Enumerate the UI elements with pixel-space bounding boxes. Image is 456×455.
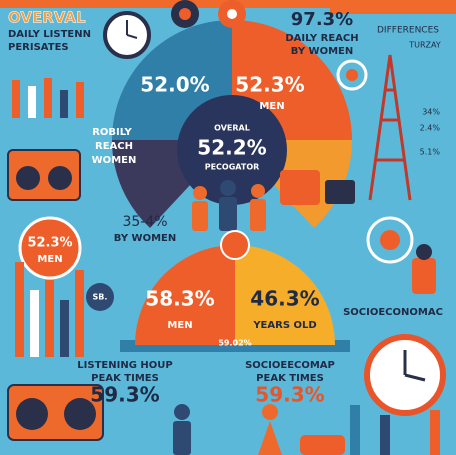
wedge-line: WOMEN	[92, 155, 137, 166]
radio-small	[280, 170, 320, 205]
pie-wedge-yellow	[235, 245, 335, 345]
person-icon	[412, 258, 436, 294]
small-value: 5.1%	[420, 148, 441, 157]
deco-bar	[60, 300, 69, 357]
wedge-line: ROBILY	[92, 127, 132, 138]
pie-value: 46.3%	[250, 287, 319, 311]
sun-icon	[220, 230, 250, 260]
deco-bar	[15, 262, 24, 357]
speaker	[16, 398, 48, 430]
pie-label: MEN	[167, 320, 192, 331]
badge-value: 52.3%	[27, 236, 72, 251]
pie-base-value: 59.02%	[218, 339, 251, 348]
pie-label: YEARS OLD	[252, 320, 316, 331]
center-label: PECOGATOR	[205, 163, 260, 172]
deco-bar	[28, 86, 36, 118]
car-icon	[300, 435, 345, 455]
person-head	[193, 186, 207, 200]
differences-subtitle: TURZAY	[408, 41, 441, 50]
deco-bar	[76, 82, 84, 118]
person-icon	[258, 404, 282, 455]
deco-bar	[45, 280, 54, 357]
person-head	[262, 404, 278, 420]
center-value: 52.2%	[197, 136, 266, 160]
clock-hand	[126, 34, 138, 39]
peak-title: SOCIOEECOMAP	[245, 360, 335, 371]
differences-title: DIFFERENCES	[377, 26, 439, 36]
speaker	[48, 166, 72, 190]
pie-center	[177, 95, 287, 205]
clock-hand	[404, 373, 426, 382]
speaker	[64, 398, 96, 430]
peak-value: 59.3%	[255, 383, 324, 407]
person-body	[192, 201, 208, 231]
badge-label: MEN	[37, 254, 62, 265]
speaker	[16, 166, 40, 190]
header-line: PERISATES	[8, 42, 69, 53]
badge-circle	[18, 216, 82, 280]
pie-label: MEN	[259, 101, 284, 112]
person-head	[251, 184, 265, 198]
disc-icon	[227, 9, 237, 19]
deco-bar	[44, 78, 52, 118]
person-body	[250, 199, 266, 231]
peak-value: 59.3%	[90, 383, 159, 407]
signal-icon	[366, 216, 414, 264]
signal-icon	[380, 230, 400, 250]
deco-bar	[350, 405, 360, 455]
person-body	[219, 197, 237, 231]
person-icon	[192, 186, 208, 231]
pie-value: 58.3%	[145, 287, 214, 311]
disc-icon	[179, 8, 191, 20]
mid-label: BY WOMEN	[114, 233, 176, 244]
header-line: DAILY LISTENN	[8, 29, 91, 40]
mid-value: 35-4%	[122, 214, 167, 230]
peak-subtitle: PEAK TIMES	[91, 373, 159, 384]
person-icon	[219, 180, 237, 231]
small-tag: SB.	[93, 293, 108, 302]
person-head	[416, 244, 432, 260]
tower-icon	[368, 54, 412, 201]
pie-wedge-orange	[135, 245, 235, 345]
deco-bar	[12, 80, 20, 118]
socio-title: SOCIOECONOMAC	[343, 307, 443, 318]
person-body	[173, 421, 191, 455]
pie-value: 52.0%	[140, 73, 209, 97]
wedge-line: REACH	[95, 141, 133, 152]
deco-bar	[75, 270, 84, 357]
person-icon	[250, 184, 266, 231]
tag-circle	[86, 283, 114, 311]
header-title: OVERVAL	[8, 9, 86, 27]
person-icon	[173, 404, 191, 455]
reach-value: 97.3%	[291, 9, 353, 30]
peak-title: LISTENING HOUP	[77, 360, 172, 371]
radio-small	[325, 180, 355, 204]
deco-bar	[430, 410, 440, 455]
center-title: OVERAL	[214, 124, 250, 133]
small-value: 34%	[422, 108, 440, 117]
top-right-strip	[330, 0, 456, 14]
person-body	[258, 421, 282, 455]
person-head	[174, 404, 190, 420]
reach-line: BY WOMEN	[291, 46, 353, 57]
signal-icon	[336, 59, 368, 91]
deco-bar	[60, 90, 68, 118]
peak-subtitle: PEAK TIMES	[256, 373, 324, 384]
small-value: 2.4%	[420, 124, 441, 133]
person-head	[220, 180, 236, 196]
deco-bar	[380, 415, 390, 455]
signal-icon	[346, 69, 358, 81]
deco-bar	[30, 290, 39, 357]
reach-line: DAILY REACH	[285, 33, 358, 44]
pie-value: 52.3%	[235, 73, 304, 97]
